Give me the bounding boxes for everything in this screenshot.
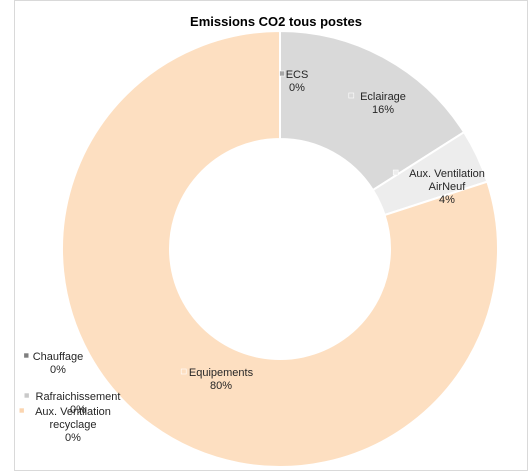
slice-3 xyxy=(61,29,499,468)
data-label-value: 0% xyxy=(65,432,81,444)
data-label-value: 0% xyxy=(50,364,66,376)
data-label-text: Chauffage xyxy=(33,351,84,363)
data-label-text: Equipements xyxy=(189,367,254,379)
data-label-value: 16% xyxy=(372,104,394,116)
chart-title: Emissions CO2 tous postes xyxy=(190,14,362,29)
data-label-text: Rafraichissement xyxy=(36,391,121,403)
legend-key-icon xyxy=(23,392,30,399)
data-label-value: 4% xyxy=(439,194,455,206)
legend-key-icon xyxy=(18,407,25,414)
data-label-text: Aux. Ventilation xyxy=(409,168,485,180)
data-label-text: Eclairage xyxy=(360,91,406,103)
slices-group xyxy=(61,29,499,468)
legend-key-icon xyxy=(348,92,355,99)
data-label-value: 0% xyxy=(70,404,86,416)
slice-1 xyxy=(279,29,466,192)
legend-key-icon xyxy=(392,169,399,176)
data-label-value: 0% xyxy=(289,82,305,94)
legend-key-icon xyxy=(279,70,285,77)
data-label-value: 80% xyxy=(210,380,232,392)
legend-key-icon xyxy=(23,352,30,359)
data-label-text: ECS xyxy=(286,69,309,81)
legend-key-icon xyxy=(180,368,187,375)
data-label-text: recyclage xyxy=(49,419,96,431)
data-label-text: AirNeuf xyxy=(429,181,467,193)
data-label-text: Aux. Ventilation xyxy=(35,406,111,418)
